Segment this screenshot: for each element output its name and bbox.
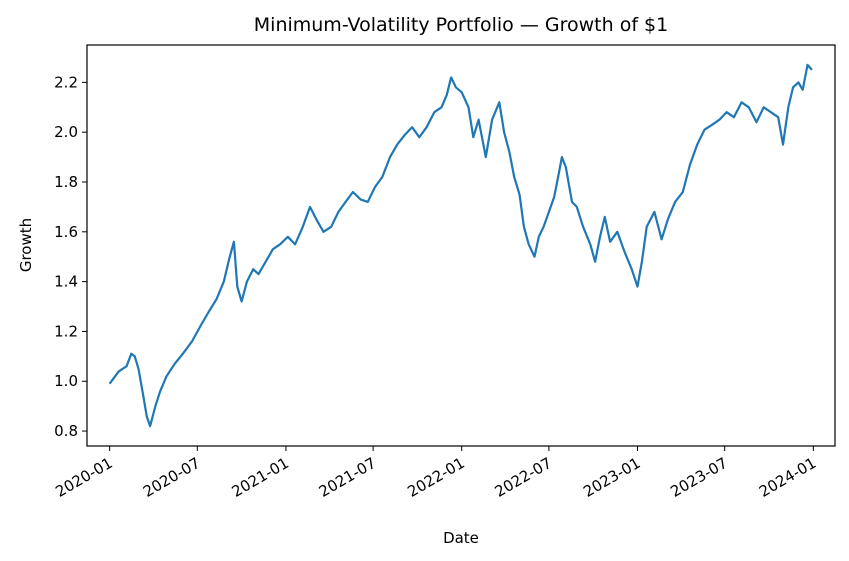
chart-title: Minimum-Volatility Portfolio — Growth of… [254, 14, 668, 36]
x-axis: 2020-01 2020-07 2021-01 2021-07 2022-01 2022-… [52, 446, 819, 501]
y-tick-label: 0.8 [54, 422, 78, 440]
y-tick-label: 1.0 [54, 372, 78, 390]
y-axis-label: Growth [17, 218, 35, 272]
y-tick-label: 1.6 [54, 223, 78, 241]
y-tick-label: 2.0 [54, 123, 78, 141]
x-tick-label: 2021-01 [229, 454, 292, 501]
y-tick-label: 1.4 [54, 273, 78, 291]
x-tick-label: 2022-07 [492, 454, 555, 501]
x-tick-label: 2022-01 [404, 454, 467, 501]
x-tick-label: 2021-07 [316, 454, 379, 501]
series-layer [108, 63, 813, 428]
plot-area [86, 44, 836, 447]
series-line-1 [108, 63, 813, 428]
x-tick-label: 2020-01 [52, 454, 115, 501]
x-tick-label: 2020-07 [140, 454, 203, 501]
y-axis: 0.8 1.0 1.2 1.4 1.6 1.8 2.0 2.2 [54, 73, 87, 440]
x-axis-label: Date [443, 529, 479, 547]
y-tick-label: 2.2 [54, 73, 78, 91]
y-tick-label: 1.8 [54, 173, 78, 191]
y-tick-label: 1.2 [54, 322, 78, 340]
x-tick-label: 2023-01 [580, 454, 643, 501]
plot-frame [86, 44, 836, 447]
x-tick-label: 2023-07 [667, 454, 730, 501]
x-tick-label: 2024-01 [756, 454, 819, 501]
